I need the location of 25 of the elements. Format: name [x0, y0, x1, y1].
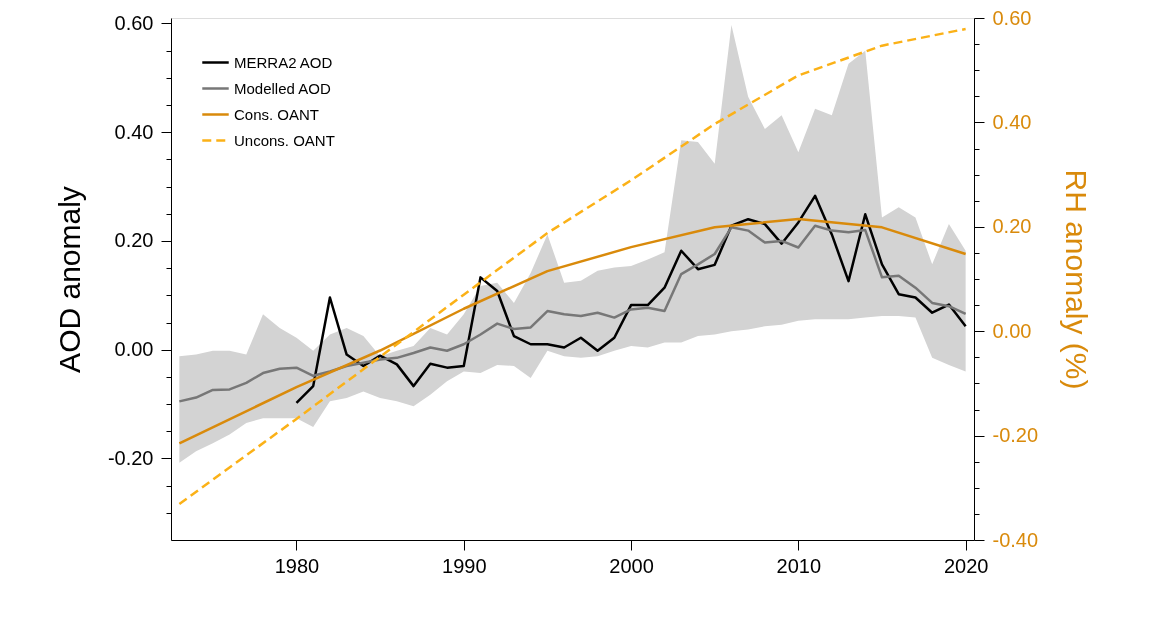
x-tick-label: 2010: [776, 554, 822, 577]
y2-tick-label: 0.60: [992, 6, 1032, 29]
line-series: [178, 224, 967, 403]
y-tick-label: 0.40: [114, 120, 154, 143]
y2-tick-label: 0.00: [992, 319, 1032, 342]
legend-label: Uncons. OANT: [234, 131, 335, 149]
x-tick-label: 2000: [609, 554, 654, 577]
y2-tick-label: -0.20: [992, 424, 1039, 447]
x-tick-label: 1990: [442, 554, 487, 577]
y-axis-title: AOD anomaly: [52, 186, 86, 373]
y2-tick-label: 0.40: [992, 110, 1032, 133]
x-tick-label: 2020: [943, 554, 989, 577]
legend-label: Cons. OANT: [234, 105, 320, 123]
legend-label: MERRA2 AOD: [234, 53, 333, 71]
line-series: [295, 194, 967, 405]
y-tick-label: 0.60: [114, 11, 154, 34]
x-tick-label: 1980: [274, 554, 320, 577]
y2-axis-title: RH anomaly (%): [1060, 169, 1094, 390]
y-tick-label: -0.20: [107, 446, 154, 469]
line-series: [178, 217, 967, 445]
y-tick-label: 0.00: [114, 338, 154, 361]
y2-tick-label: -0.40: [992, 528, 1039, 551]
y-tick-label: 0.20: [114, 229, 154, 252]
legend-label: Modelled AOD: [234, 79, 331, 97]
y2-tick-label: 0.20: [992, 215, 1032, 238]
